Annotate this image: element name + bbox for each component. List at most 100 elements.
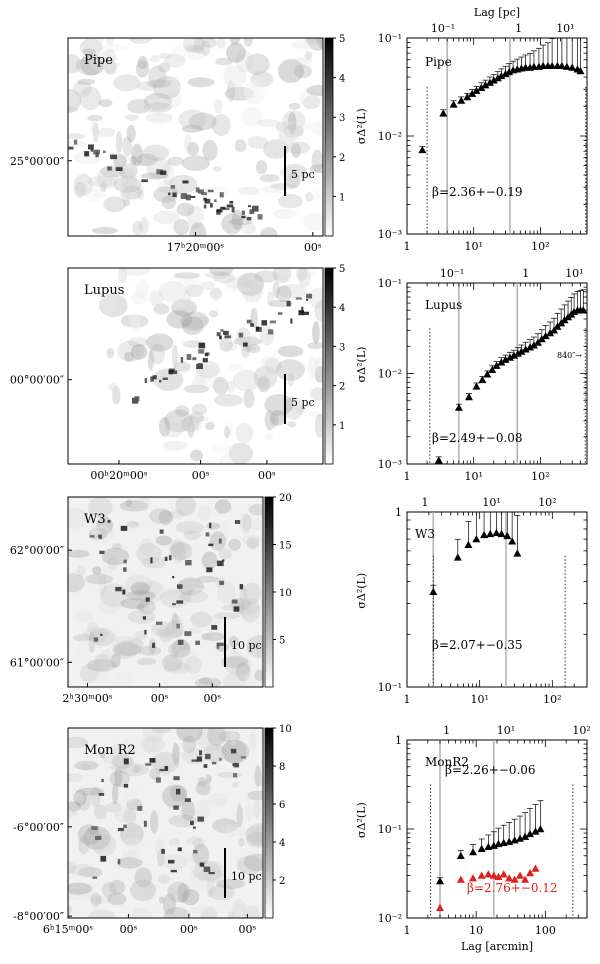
plot-label: Pipe [425,55,452,69]
data-point [505,67,514,76]
beta-label: β=2.26+−0.06 [445,763,536,777]
data-point [509,351,518,359]
plot-frame [406,511,588,688]
map-x-tick-label: 00ˢ [258,469,276,482]
data-point [510,875,519,883]
data-point [515,834,524,842]
map-y-tick-label: -6°00′00″ [13,821,64,834]
data-point [489,871,498,879]
data-point [484,870,493,878]
data-point [454,403,463,411]
scale-bar-label: 5 pc [291,168,315,181]
x-tick-label: 100 [535,924,556,937]
data-point [456,875,465,883]
map-x-tick-label: 6ʰ15ᵐ00ˢ [43,923,93,936]
data-point [453,553,462,561]
data-point [488,365,497,373]
data-series-1 [418,37,585,154]
colorbar-tick-label: 4 [279,838,285,849]
data-point [521,345,530,353]
beta-label: β=2.07+−0.35 [432,638,523,652]
colorbar-tick-label: 1 [339,421,345,432]
y-tick-label: 1 [395,506,402,519]
y-axis-label: σΔ²(L) [355,573,368,609]
map-texture [68,497,263,687]
top-tick-label: 10¹ [482,496,500,509]
map-x-tick-label: 00ˢ [192,469,210,482]
map-label: Lupus [84,283,124,298]
data-point [434,456,443,464]
data-point [478,375,487,384]
data-point [576,67,585,75]
map-frame [67,267,324,465]
top-tick-label: 10¹ [497,724,515,737]
colorbar-tick-label: 10 [279,588,292,599]
data-point [526,829,535,838]
x-tick-label: 1 [404,240,411,253]
data-point [548,61,557,70]
map-panel-1: Pipe 5 pc 1 2 3 4 5 25°00′00″ 17ʰ20ᵐ00ˢ 00ˢ [10,34,345,254]
data-point [483,370,492,378]
data-point [477,83,486,92]
map-label: Mon R2 [84,743,136,758]
colorbar-tick-label: 1 [339,192,345,203]
x-axis-label: Lag [arcmin] [461,940,533,953]
data-point [499,870,508,878]
y-tick-label: 1 [395,734,402,747]
x-tick-label: 10² [543,693,561,706]
sf-plot-1: 1 10¹ 10² 10⁻³ 10⁻² 10⁻¹ 10⁻¹ 1 10¹ Lag [pc] σΔ²(L… [355,6,588,253]
map-label: W3 [84,512,106,527]
x-tick-label: 1 [404,924,411,937]
y-tick-label: 10⁻² [378,912,402,925]
map-background [68,38,323,236]
top-tick-label: 1 [522,267,529,280]
map-x-tick-label: 00ˢ [304,241,322,254]
x-tick-label: 10¹ [464,240,482,253]
colorbar-gradient [264,496,274,688]
axis-ticks [406,511,588,688]
data-point [501,355,510,363]
data-point [541,331,550,340]
data-point [501,69,510,78]
scale-bar-label: 10 pc [231,870,262,883]
arcsec-annotation: 840″→ [557,351,582,360]
colorbar-tick-label: 5 [279,636,285,647]
map-panel-2: Lupus 5 pc 1 2 3 4 5 00°00′00″ 00ʰ20ᵐ00ˢ 00ˢ 00ˢ [10,264,345,482]
plot-frame [406,739,588,919]
data-point [505,874,514,882]
data-point [536,825,545,833]
data-point [549,326,558,334]
data-point [521,832,530,840]
x-tick-label: 1 [404,693,411,706]
plot-frame [406,37,588,235]
colorbar-tick-label: 3 [339,342,345,353]
colorbar-tick-label: 20 [279,493,292,504]
map-y-tick-label: 62°00′00″ [10,544,64,557]
colorbar-gradient [324,37,334,237]
colorbar: 2 4 6 8 10 [264,724,292,919]
data-point [457,96,466,104]
data-series-1 [429,511,522,595]
scale-bar-label: 5 pc [291,396,315,409]
beta-label: β=2.36+−0.19 [432,185,523,199]
data-point [489,76,498,84]
colorbar: 1 2 3 4 5 [324,264,345,465]
data-series-2 [436,864,540,912]
colorbar-tick-label: 15 [279,541,292,552]
colorbar-tick-label: 3 [339,113,345,124]
top-tick-label: 10¹ [556,22,574,35]
data-point [531,827,540,835]
data-point [492,528,501,537]
map-texture [68,728,263,918]
data-point [492,361,501,369]
data-point [456,851,465,859]
map-y-tick-label: -8°00′00″ [13,910,64,923]
colorbar-tick-label: 5 [339,34,345,45]
scale-bar-label: 10 pc [231,639,262,652]
plot-label: Lupus [425,298,462,312]
data-point [436,903,445,912]
y-tick-label: 10⁻³ [378,228,402,241]
